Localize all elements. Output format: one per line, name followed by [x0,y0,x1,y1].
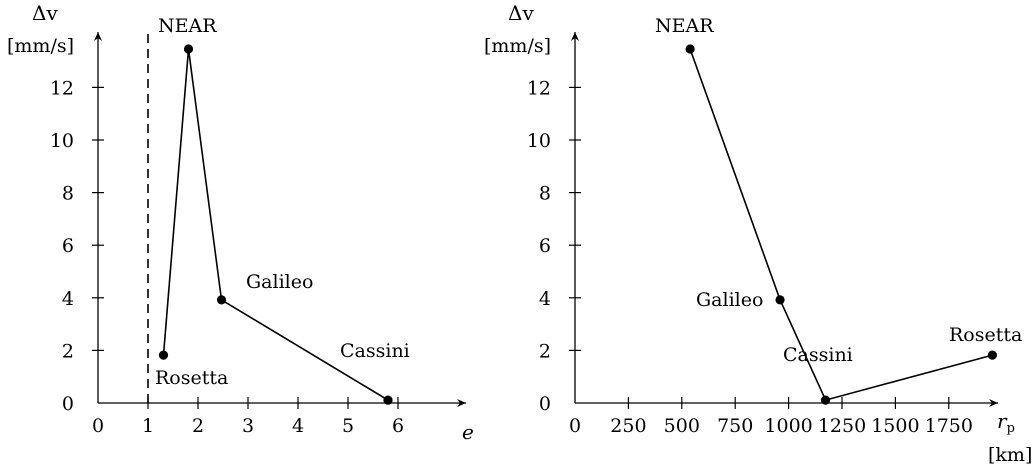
y-unit-left: [mm/s] [7,35,74,57]
y-tick-label: 10 [50,130,74,152]
point-label-galileo-right: Galileo [696,289,763,311]
x-tick-label: 6 [392,415,404,437]
data-point-near [183,44,194,54]
y-tick-label: 10 [527,130,551,152]
y-axis-arrow-left [94,32,102,41]
x-axis-arrow-left [457,399,466,407]
data-point-galileo [216,295,227,305]
series-line-right [689,48,993,402]
data-point-galileo [775,295,785,305]
data-points-left [158,44,393,405]
x-ticks-right: 0 250 500 750 1000 1250 1500 1750 [569,397,973,437]
data-point-cassini [820,395,831,405]
data-point-near [685,44,695,54]
y-tick-label: 8 [539,183,551,205]
data-point-rosetta [158,350,169,360]
point-label-near-left: NEAR [158,15,217,37]
x-tick-label: 0 [92,415,104,437]
data-point-rosetta [987,350,997,360]
y-unit-right: [mm/s] [484,35,551,57]
y-tick-label: 12 [50,77,74,99]
point-label-cassini-right: Cassini [783,344,853,366]
point-label-rosetta-left: Rosetta [155,367,228,389]
y-tick-label: 2 [539,340,551,362]
x-axis-arrow-right [989,399,998,407]
x-label-left: e [462,420,474,444]
y-tick-label: 0 [62,393,74,415]
x-tick-label: 250 [610,415,646,437]
x-tick-label: 4 [292,415,304,437]
x-tick-label: 500 [664,415,700,437]
x-tick-label: 0 [569,415,581,437]
y-tick-label: 6 [539,235,551,257]
y-tick-label: 2 [62,340,74,362]
x-tick-label: 1500 [871,415,919,437]
point-label-cassini-left: Cassini [340,340,410,362]
y-tick-label: 0 [539,393,551,415]
x-label-right: rp [997,409,1015,436]
x-tick-label: 1000 [764,415,812,437]
y-label-left: Δv [32,1,58,25]
series-line-left [162,48,389,401]
y-tick-label: 12 [527,77,551,99]
x-tick-label: 1250 [818,415,866,437]
data-point-cassini [383,395,393,405]
x-tick-label: 1750 [925,415,973,437]
y-axis-arrow-right [571,32,579,41]
y-ticks-right: 0 2 4 6 8 10 12 [527,77,581,415]
x-tick-label: 750 [717,415,753,437]
x-tick-label: 5 [342,415,354,437]
data-points-right [685,44,997,405]
x-tick-label: 2 [192,415,204,437]
y-tick-label: 6 [62,235,74,257]
y-label-right: Δv [508,1,534,25]
point-label-galileo-left: Galileo [246,271,313,293]
point-label-near-right: NEAR [655,15,714,37]
y-tick-label: 8 [62,183,74,205]
y-tick-label: 4 [62,288,74,310]
x-unit-right: [km] [988,444,1032,466]
y-ticks-left: 0 2 4 6 8 10 12 [50,77,104,415]
x-tick-label: 3 [242,415,254,437]
y-tick-label: 4 [539,288,551,310]
x-tick-label: 1 [142,415,154,437]
point-label-rosetta-right: Rosetta [949,324,1022,346]
x-ticks-left: 0 1 2 3 4 5 6 [92,397,404,437]
